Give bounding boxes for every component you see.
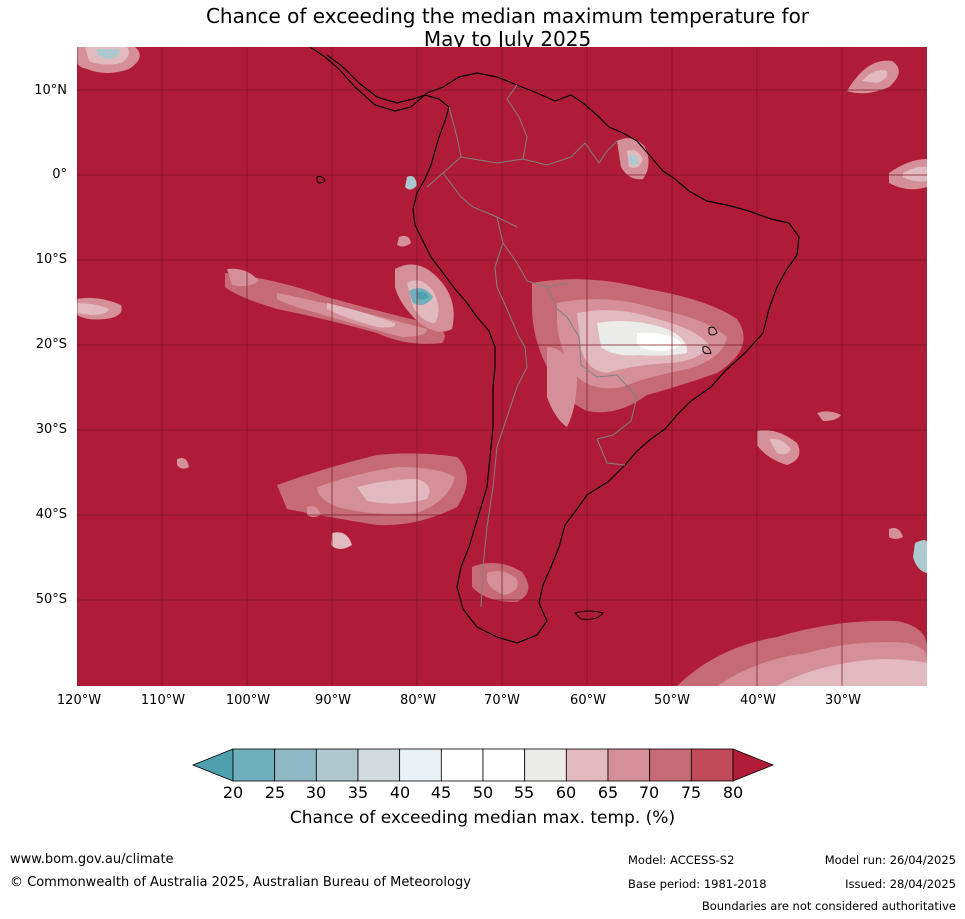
lon-label-30w: 30°W	[825, 693, 861, 708]
colorbar-tick-20: 20	[222, 783, 244, 802]
colorbar-label: Chance of exceeding median max. temp. (%…	[289, 808, 676, 828]
lon-label-110w: 110°W	[140, 693, 186, 708]
model-name: Model: ACCESS-S2	[628, 853, 735, 867]
south-america-coastline	[309, 47, 800, 644]
lon-label-50w: 50°W	[654, 693, 690, 708]
country-borders	[426, 84, 638, 608]
lat-label-50s: 50°S	[35, 592, 67, 607]
colorbar-tick-55: 55	[513, 783, 535, 802]
lat-label-40s: 40°S	[35, 507, 67, 522]
colorbar-segment-30-35	[315, 748, 359, 782]
colorbar-segment-20-25	[232, 748, 276, 782]
issued-date: Issued: 28/04/2025	[845, 877, 956, 891]
lon-label-40w: 40°W	[740, 693, 776, 708]
lat-label-20s: 20°S	[35, 337, 67, 352]
colorbar-tick-45: 45	[430, 783, 452, 802]
forecast-map	[77, 47, 927, 686]
colorbar-tick-80: 80	[722, 783, 744, 802]
website-link[interactable]: www.bom.gov.au/climate	[10, 852, 174, 867]
lat-label-10s: 10°S	[35, 252, 67, 267]
lon-label-70w: 70°W	[484, 693, 520, 708]
colorbar-tick-65: 65	[597, 783, 619, 802]
map-title-line2: May to July 2025	[423, 27, 592, 51]
colorbar-segment-55-60	[524, 748, 567, 782]
lon-label-90w: 90°W	[315, 693, 351, 708]
colorbar	[191, 748, 775, 782]
colorbar-segment-45-50	[440, 748, 484, 782]
copyright-text: © Commonwealth of Australia 2025, Austra…	[10, 875, 471, 890]
map-gridlines	[77, 47, 927, 686]
colorbar-extend-high	[732, 748, 775, 782]
lon-label-60w: 60°W	[570, 693, 606, 708]
boundaries-disclaimer: Boundaries are not considered authoritat…	[701, 899, 956, 913]
colorbar-segment-60-65	[565, 748, 609, 782]
colorbar-segment-35-40	[357, 748, 401, 782]
colorbar-segment-50-55	[482, 748, 526, 782]
base-period: Base period: 1981-2018	[628, 877, 767, 891]
colorbar-tick-25: 25	[264, 783, 286, 802]
colorbar-tick-70: 70	[638, 783, 660, 802]
colorbar-segment-40-45	[399, 748, 442, 782]
colorbar-tick-40: 40	[389, 783, 411, 802]
colorbar-extend-low	[191, 748, 234, 782]
lon-label-100w: 100°W	[225, 693, 271, 708]
colorbar-segment-75-80	[690, 748, 734, 782]
lat-label-equator: 0°	[52, 167, 67, 182]
colorbar-segment-70-75	[649, 748, 692, 782]
colorbar-tick-60: 60	[555, 783, 577, 802]
colorbar-segment-65-70	[607, 748, 651, 782]
colorbar-tick-75: 75	[680, 783, 702, 802]
colorbar-tick-30: 30	[305, 783, 327, 802]
islands	[316, 176, 718, 620]
model-run-date: Model run: 26/04/2025	[824, 853, 956, 867]
colorbar-tick-50: 50	[472, 783, 494, 802]
colorbar-segment-25-30	[274, 748, 317, 782]
colorbar-tick-35: 35	[347, 783, 369, 802]
lat-label-10n: 10°N	[34, 83, 67, 98]
probability-contours	[77, 47, 927, 686]
lat-label-30s: 30°S	[35, 422, 67, 437]
lon-label-80w: 80°W	[400, 693, 436, 708]
lon-label-120w: 120°W	[56, 693, 102, 708]
map-title-line1: Chance of exceeding the median maximum t…	[205, 4, 810, 28]
